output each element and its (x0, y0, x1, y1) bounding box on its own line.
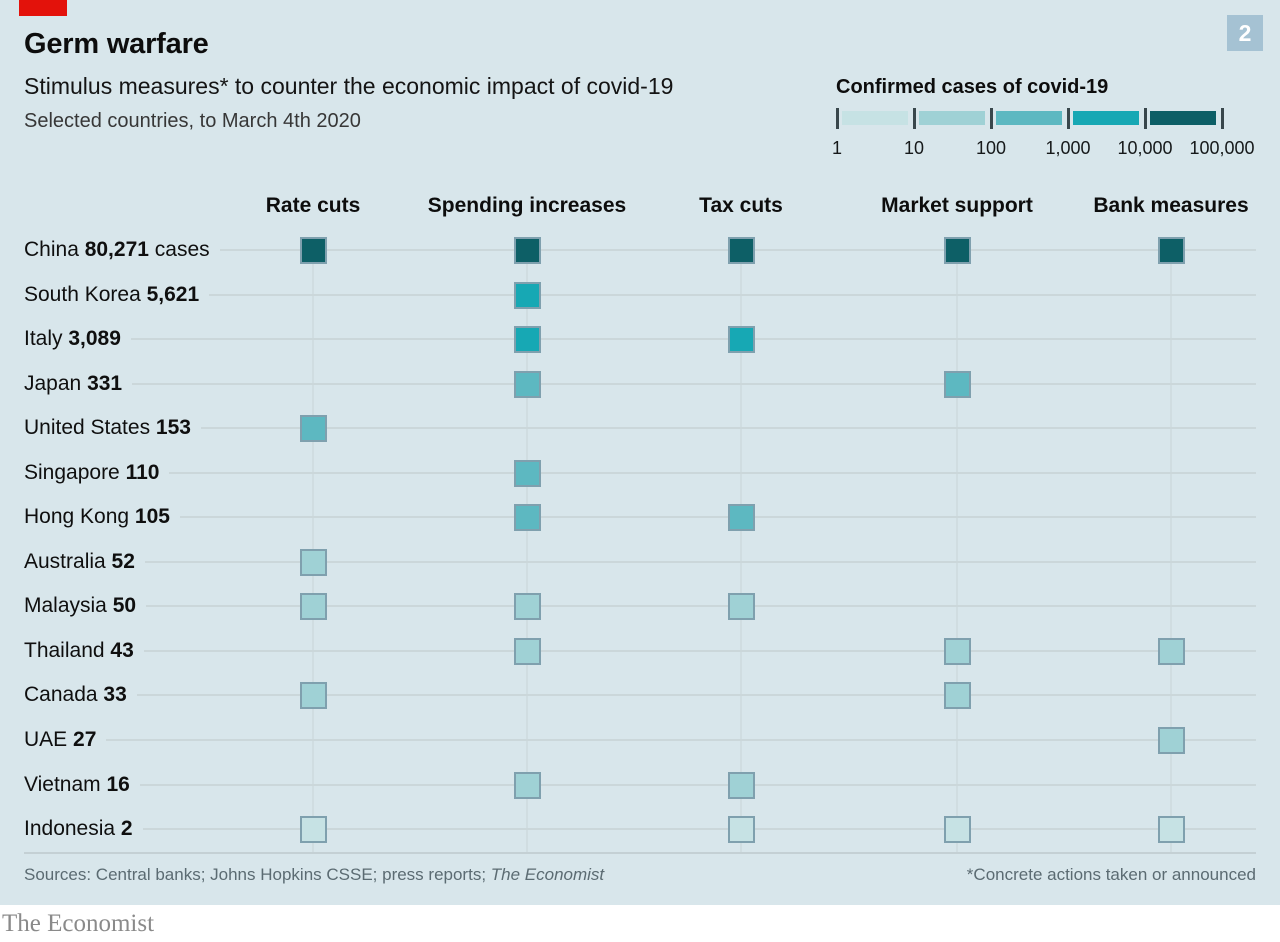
column-header: Market support (881, 194, 1033, 217)
row-gridline (179, 516, 1256, 518)
table-row: Thailand 43 (24, 637, 1256, 665)
legend-color-segment (842, 111, 908, 125)
row-cases-value: 2 (120, 817, 133, 840)
row-cases-value: 50 (112, 594, 137, 617)
row-gridline (136, 694, 1256, 696)
row-cases-value: 110 (125, 461, 160, 484)
row-gridline (139, 784, 1256, 786)
column-header: Tax cuts (699, 194, 783, 217)
legend-color-segment (996, 111, 1062, 125)
economist-wordmark: The Economist (2, 910, 155, 937)
sources-italic-text: The Economist (490, 865, 605, 884)
row-cases-value: 153 (155, 416, 191, 439)
row-gridline (209, 294, 1256, 296)
table-row: Malaysia 50 (24, 592, 1256, 620)
economist-red-tab (19, 0, 67, 16)
table-row: Japan 331 (24, 370, 1256, 398)
row-cases-value: 80,271 (84, 238, 149, 261)
row-label: Singapore 110 (24, 461, 160, 484)
legend-tick (913, 108, 916, 129)
row-cases-value: 33 (103, 683, 127, 706)
row-label: Malaysia 50 (24, 594, 137, 617)
row-label: Australia 52 (24, 550, 135, 573)
table-row: UAE 27 (24, 726, 1256, 754)
legend-tick (990, 108, 993, 129)
table-row: United States 153 (24, 414, 1256, 442)
row-label: UAE 27 (24, 728, 97, 751)
marker-layer (300, 237, 1185, 843)
table-row: Canada 33 (24, 681, 1256, 709)
legend-tick-label: 10,000 (1117, 138, 1173, 158)
row-gridline (130, 338, 1256, 340)
table-row: Italy 3,089 (24, 325, 1256, 353)
legend-tick-label: 100 (975, 138, 1007, 158)
row-gridline (144, 561, 1256, 563)
legend-tick-label: 10 (903, 138, 925, 158)
table-row: Vietnam 16 (24, 771, 1256, 799)
row-gridline (219, 249, 1256, 251)
row-gridline (143, 650, 1256, 652)
row-label: United States 153 (24, 416, 191, 439)
row-label: Vietnam 16 (24, 773, 130, 796)
column-gridline (740, 250, 742, 853)
legend-color-segment (1073, 111, 1139, 125)
row-cases-value: 27 (73, 728, 97, 751)
column-header: Bank measures (1093, 194, 1249, 217)
row-label: Hong Kong 105 (24, 505, 170, 528)
chart-number-badge: 2 (1227, 15, 1263, 51)
legend-tick-label: 1,000 (1045, 138, 1091, 158)
table-row: South Korea 5,621 (24, 281, 1256, 309)
table-row: China 80,271 cases (24, 236, 1256, 264)
legend-color-segment (919, 111, 985, 125)
legend-color-segment (1150, 111, 1216, 125)
row-gridline (132, 383, 1256, 385)
column-header: Spending increases (427, 194, 627, 217)
legend-tick (836, 108, 839, 129)
bottom-rule (24, 852, 1256, 854)
legend-tick-label: 100,000 (1189, 138, 1255, 158)
row-gridline (200, 427, 1256, 429)
chart-subtitle: Stimulus measures* to counter the econom… (24, 73, 674, 99)
row-label: Thailand 43 (24, 639, 134, 662)
legend-tick (1144, 108, 1147, 129)
legend-tick-labels: 1 10 100 1,000 10,000 100,000 (832, 138, 1255, 160)
table-row: Singapore 110 (24, 459, 1256, 487)
chart-dateline: Selected countries, to March 4th 2020 (24, 110, 361, 132)
row-cases-value: 3,089 (68, 327, 121, 350)
row-label: China 80,271 cases (24, 238, 210, 261)
column-header: Rate cuts (265, 194, 361, 217)
row-cases-value: 52 (111, 550, 135, 573)
legend-tick-label: 1 (831, 138, 843, 158)
chart-plate: 2 Germ warfare Stimulus measures* to cou… (0, 0, 1280, 905)
row-gridline (169, 472, 1256, 474)
row-cases-value: 43 (110, 639, 134, 662)
row-gridline (106, 739, 1256, 741)
row-cases-value: 331 (87, 372, 123, 395)
chart-title: Germ warfare (24, 28, 209, 60)
column-gridline (526, 250, 528, 853)
sources-note: Sources: Central banks; Johns Hopkins CS… (24, 865, 604, 885)
table-row: Hong Kong 105 (24, 503, 1256, 531)
table-row: Indonesia 2 (24, 815, 1256, 843)
row-cases-value: 16 (106, 773, 130, 796)
row-label: Indonesia 2 (24, 817, 133, 840)
row-gridline (146, 605, 1256, 607)
row-gridline (142, 828, 1256, 830)
sources-text: Sources: Central banks; Johns Hopkins CS… (24, 865, 491, 884)
legend-tick (1221, 108, 1224, 129)
column-gridline (1170, 250, 1172, 853)
legend-color-scale (836, 108, 1226, 132)
row-cases-value: 5,621 (146, 283, 200, 306)
table-row: Australia 52 (24, 548, 1256, 576)
row-label: Japan 331 (24, 372, 123, 395)
footnote: *Concrete actions taken or announced (966, 865, 1256, 884)
legend-tick (1067, 108, 1070, 129)
row-label: Canada 33 (24, 683, 127, 706)
column-gridline (956, 250, 958, 853)
row-label: Italy 3,089 (24, 327, 121, 350)
row-label: South Korea 5,621 (24, 283, 200, 306)
legend-title: Confirmed cases of covid-19 (836, 76, 1109, 98)
row-cases-value: 105 (134, 505, 170, 528)
